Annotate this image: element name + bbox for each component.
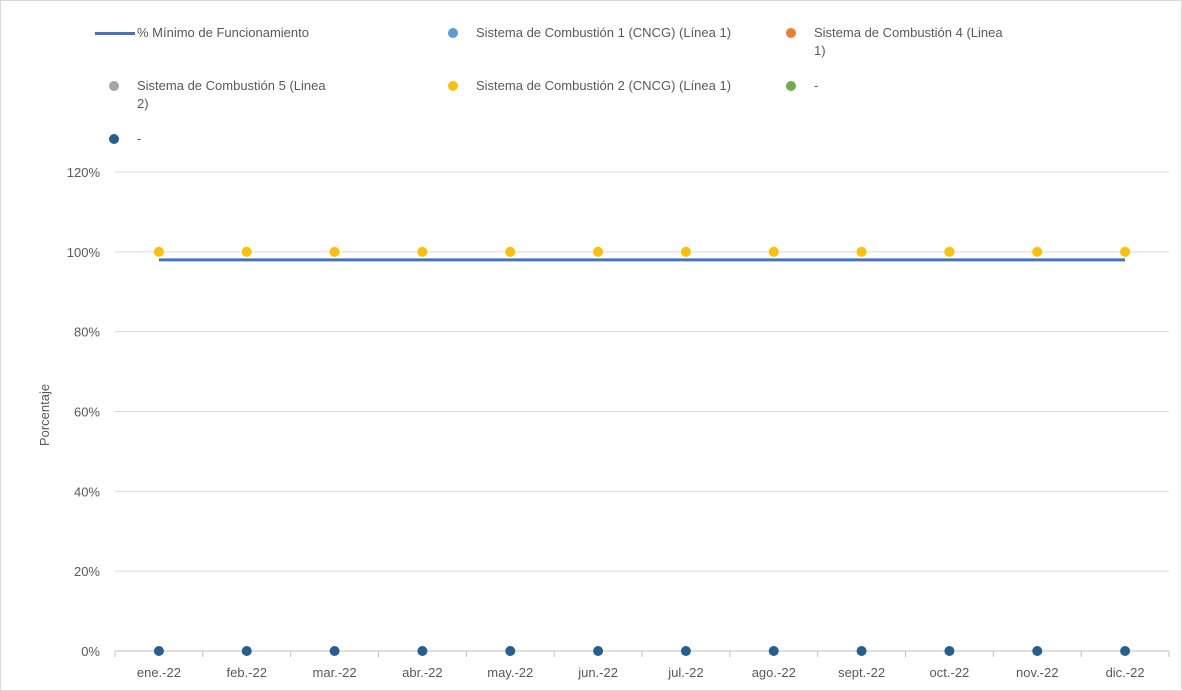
legend-label: Sistema de Combustión 4 (Linea 1) bbox=[814, 25, 1003, 58]
x-tick-label: mar.-22 bbox=[313, 665, 357, 680]
data-point-series-4 bbox=[505, 246, 516, 257]
data-point-series-6 bbox=[680, 646, 691, 656]
y-tick-label: 60% bbox=[74, 405, 100, 420]
x-tick-label: may.-22 bbox=[487, 665, 533, 680]
y-axis-title: Porcentaje bbox=[37, 384, 52, 446]
legend-item: Sistema de Combustión 5 (Linea 2) bbox=[109, 77, 339, 113]
legend-marker-swatch bbox=[786, 81, 796, 91]
legend-item: - bbox=[786, 77, 1016, 95]
legend-label: - bbox=[814, 78, 819, 93]
x-tick-label: feb.-22 bbox=[227, 665, 267, 680]
data-point-series-4 bbox=[593, 246, 604, 257]
legend-line-swatch bbox=[95, 32, 135, 35]
data-point-series-4 bbox=[417, 246, 428, 257]
legend-item: Sistema de Combustión 1 (CNCG) (Línea 1) bbox=[448, 24, 778, 42]
legend-marker-swatch bbox=[109, 134, 119, 144]
gridlines bbox=[115, 171, 1169, 652]
data-point-series-6 bbox=[153, 646, 164, 656]
data-point-series-6 bbox=[944, 646, 955, 656]
legend-label: Sistema de Combustión 2 (CNCG) (Línea 1) bbox=[476, 78, 732, 93]
data-point-series-4 bbox=[1032, 246, 1043, 257]
data-point-series-4 bbox=[944, 246, 955, 257]
data-point-series-6 bbox=[1120, 646, 1131, 656]
legend-marker-swatch bbox=[448, 28, 458, 38]
data-point-series-4 bbox=[680, 246, 691, 257]
x-tick-labels: ene.-22 feb.-22 mar.-22 abr.-22 may.-22 jun.-… bbox=[114, 651, 1170, 680]
data-point-series-6 bbox=[329, 646, 340, 656]
legend-item: % Mínimo de Funcionamiento bbox=[95, 24, 415, 42]
data-point-series-4 bbox=[856, 246, 867, 257]
legend-marker-swatch bbox=[109, 81, 119, 91]
data-point-series-6 bbox=[593, 646, 604, 656]
data-point-series-6 bbox=[505, 646, 516, 656]
y-tick-labels: 0% 20% 40% 60% 80% 100% 120% bbox=[67, 165, 101, 659]
x-tick-label: dic.-22 bbox=[1106, 665, 1145, 680]
x-tick-label: jul.-22 bbox=[667, 665, 703, 680]
legend-label: Sistema de Combustión 5 (Linea 2) bbox=[137, 78, 326, 111]
data-point-series-6 bbox=[768, 646, 779, 656]
x-tick-label: abr.-22 bbox=[402, 665, 442, 680]
x-tick-label: ene.-22 bbox=[137, 665, 181, 680]
legend-item: - bbox=[109, 130, 339, 148]
legend-item: Sistema de Combustión 4 (Linea 1) bbox=[786, 24, 1016, 60]
x-tick-label: jun.-22 bbox=[577, 665, 618, 680]
data-point-series-6 bbox=[856, 646, 867, 656]
legend-label: - bbox=[137, 131, 142, 146]
data-point-series-6 bbox=[417, 646, 428, 656]
y-tick-label: 100% bbox=[67, 245, 101, 260]
data-point-series-6 bbox=[241, 646, 252, 656]
x-tick-label: sept.-22 bbox=[838, 665, 885, 680]
series-marks bbox=[153, 246, 1131, 656]
legend-item: Sistema de Combustión 2 (CNCG) (Línea 1) bbox=[448, 77, 778, 95]
legend-marker-swatch bbox=[448, 81, 458, 91]
y-tick-label: 120% bbox=[67, 165, 101, 180]
data-point-series-4 bbox=[329, 246, 340, 257]
y-tick-label: 40% bbox=[74, 484, 100, 499]
data-point-series-4 bbox=[153, 246, 164, 257]
y-tick-label: 20% bbox=[74, 564, 100, 579]
y-tick-label: 80% bbox=[74, 325, 100, 340]
data-point-series-4 bbox=[241, 246, 252, 257]
legend-label: % Mínimo de Funcionamiento bbox=[137, 25, 309, 40]
legend-label: Sistema de Combustión 1 (CNCG) (Línea 1) bbox=[476, 25, 732, 40]
data-point-series-4 bbox=[768, 246, 779, 257]
y-tick-label: 0% bbox=[81, 644, 100, 659]
x-tick-label: oct.-22 bbox=[930, 665, 970, 680]
x-tick-label: nov.-22 bbox=[1016, 665, 1058, 680]
data-point-series-4 bbox=[1120, 246, 1131, 257]
legend-marker-swatch bbox=[786, 28, 796, 38]
data-point-series-6 bbox=[1032, 646, 1043, 656]
x-tick-label: ago.-22 bbox=[752, 665, 796, 680]
